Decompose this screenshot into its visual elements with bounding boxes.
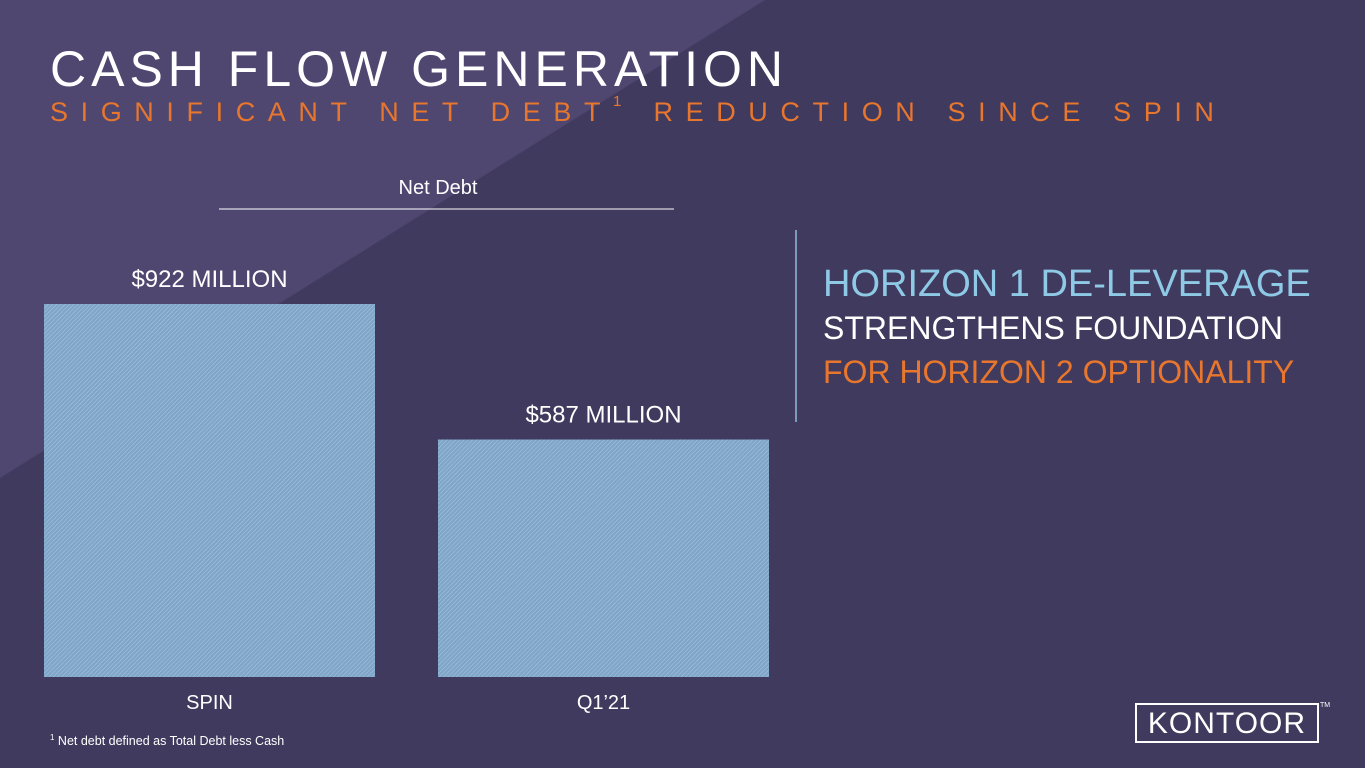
- footnote-text: Net debt defined as Total Debt less Cash: [54, 734, 285, 749]
- chart-title: Net Debt: [399, 177, 478, 199]
- vertical-divider: [795, 230, 797, 422]
- footnote-marker: 1: [50, 733, 55, 742]
- category-label: SPIN: [186, 692, 233, 714]
- callout-line-2: STRENGTHENS FOUNDATION: [823, 310, 1283, 346]
- bar-spin: [44, 304, 375, 677]
- bar-value-label: $922 MILLION: [131, 266, 287, 293]
- callout-line-1: HORIZON 1 DE-LEVERAGE: [823, 263, 1311, 305]
- footnote: 1 Net debt defined as Total Debt less Ca…: [50, 733, 284, 748]
- callout-line-3: FOR HORIZON 2 OPTIONALITY: [823, 354, 1295, 390]
- page-title: CASH FLOW GENERATION: [50, 41, 789, 97]
- page-subtitle: SIGNIFICANT NET DEBT1 REDUCTION SINCE SP…: [50, 93, 1227, 128]
- bar-q1-21: [438, 439, 769, 677]
- logo-text: KONTOOR: [1148, 707, 1306, 740]
- subtitle-footnote-marker: 1: [613, 93, 634, 110]
- subtitle-text-before: SIGNIFICANT NET DEBT: [50, 97, 614, 127]
- trademark-mark: TM: [1320, 702, 1331, 709]
- bar-value-label: $587 MILLION: [525, 402, 681, 429]
- category-label: Q1’21: [577, 692, 630, 714]
- subtitle-text-after: REDUCTION SINCE SPIN: [633, 97, 1227, 127]
- callout-text: HORIZON 1 DE-LEVERAGE STRENGTHENS FOUNDA…: [823, 262, 1323, 394]
- kontoor-logo: KONTOOR: [1135, 703, 1319, 743]
